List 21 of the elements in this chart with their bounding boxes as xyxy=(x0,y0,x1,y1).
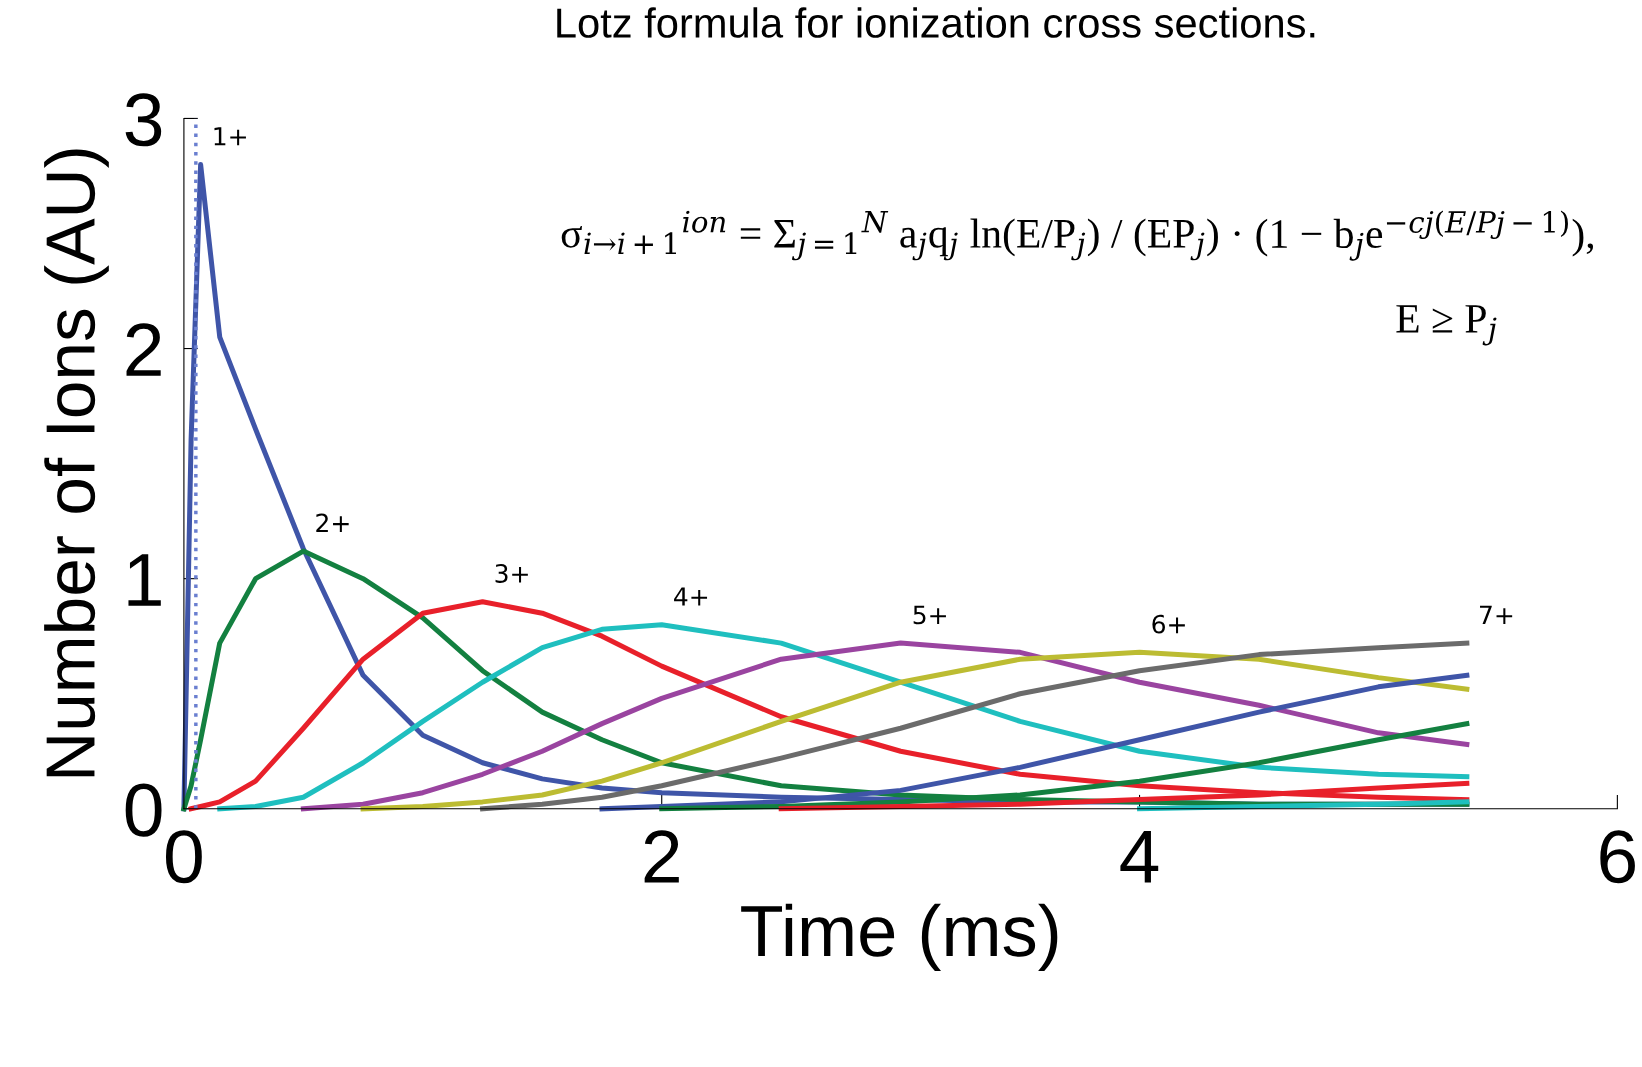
annotation: (1 − b$_{j}$e$^{−cj(E/Pj−1)}$), xyxy=(1256,210,1594,261)
series-label: 3+ xyxy=(495,564,528,583)
series-label: 2+ xyxy=(316,513,349,532)
x-tick-label: 4 xyxy=(1120,830,1159,883)
x-tick-label: 0 xyxy=(165,830,202,884)
chart-title: Lotz formula for ionization cross sections. xyxy=(557,7,1315,38)
y-tick-label: 2 xyxy=(126,323,161,376)
x-tick-label: 6 xyxy=(1600,830,1635,884)
x-axis-title: Time (ms) xyxy=(741,903,1058,971)
series-label: 1+ xyxy=(214,127,246,146)
x-tick-label: 2 xyxy=(644,830,679,883)
series-label: 5+ xyxy=(913,605,946,625)
y-axis-title: Number of Ions (AU) xyxy=(44,149,109,777)
series-label: 4+ xyxy=(674,587,708,606)
y-tick-label: 0 xyxy=(125,783,162,837)
series-label: 7+ xyxy=(1480,605,1513,625)
y-tick-label: 3 xyxy=(125,93,162,147)
series-label: 6+ xyxy=(1152,614,1185,634)
y-tick-label: 1 xyxy=(128,554,161,606)
annotation: E ≥ P$_{j}$ xyxy=(1396,305,1497,346)
text: σ$_{i→i+1}$$^{ion}$ = Σ$_{j=1}$$^{N}$ a$_{j}$q$_{j}$ ln(E/P$_{j}$) / (EP$_{j}$) · xyxy=(561,210,1240,261)
